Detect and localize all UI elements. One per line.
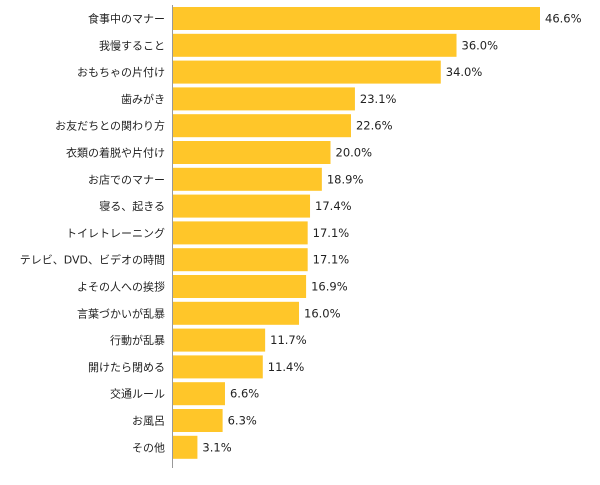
category-label: おもちゃの片付け [77,66,165,79]
bar [173,221,308,245]
category-label: テレビ、DVD、ビデオの時間 [20,253,165,267]
category-label: お店でのマナー [88,172,165,186]
category-label: 我慢すること [99,39,165,52]
value-label: 22.6% [356,119,393,133]
value-label: 17.1% [313,253,350,267]
category-label: 交通ルール [110,387,165,401]
bar [173,328,266,352]
value-label: 3.1% [202,440,231,454]
category-label: お友だちとの関わり方 [55,119,165,133]
value-label: 11.7% [270,333,307,347]
value-label: 17.1% [313,226,350,240]
category-label: 歯みがき [121,92,165,106]
value-label: 17.4% [315,199,352,213]
category-label: 衣類の着脱や片付け [66,146,165,160]
bar [173,355,263,379]
bar [173,60,441,84]
category-label: 行動が乱暴 [110,333,165,347]
value-label: 34.0% [446,65,483,79]
value-label: 36.0% [462,38,499,52]
category-label: よその人への挨拶 [77,280,165,294]
category-label: 開けたら閉める [88,361,165,374]
category-label: 寝る、起きる [99,199,165,213]
bar [173,33,457,57]
category-label: トイレトレーニング [66,226,165,240]
labels-layer: 食事中のマナー 46.6% 我慢すること 36.0% おもちゃの片付け 34.0% 歯みがき… [20,12,582,455]
value-label: 20.0% [336,146,373,160]
bar [173,248,308,272]
bar [173,167,322,191]
value-label: 46.6% [545,12,582,26]
bar [173,141,331,164]
category-label: お風呂 [132,415,165,428]
value-label: 6.6% [230,387,259,401]
bar [173,7,540,30]
category-label: その他 [132,441,165,454]
bar [173,87,355,111]
bar [173,194,311,218]
value-label: 23.1% [360,92,397,106]
value-label: 11.4% [268,360,305,374]
bar [173,435,198,459]
bars-layer [173,7,540,459]
bar [173,301,300,325]
category-label: 食事中のマナー [88,12,165,26]
value-label: 18.9% [327,172,364,186]
category-label: 言葉づかいが乱暴 [77,306,165,320]
value-label: 6.3% [228,414,257,428]
bar [173,382,225,406]
bar [173,114,351,138]
value-label: 16.9% [311,280,348,294]
bar [173,275,307,298]
value-label: 16.0% [304,306,341,320]
bar [173,409,223,432]
